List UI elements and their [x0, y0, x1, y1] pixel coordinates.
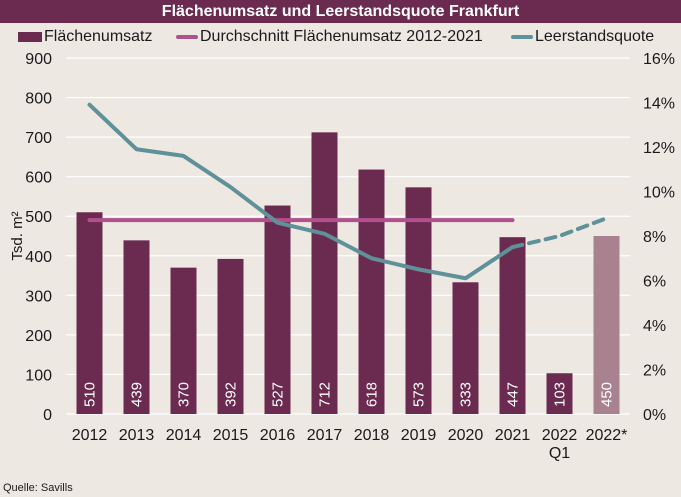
bar-data-label: 618 [364, 382, 381, 407]
y2-tick-label: 16% [643, 51, 675, 68]
y-tick-label: 500 [25, 209, 52, 226]
y-tick-label: 200 [25, 328, 52, 345]
bar [170, 267, 197, 414]
bar-data-label: 392 [223, 382, 240, 407]
x-tick-label: 2022* [586, 427, 628, 444]
bar-data-label: 333 [458, 382, 475, 407]
x-tick-label: 2012 [72, 427, 108, 444]
bar [358, 169, 385, 414]
bar [264, 205, 291, 414]
x-tick-label: 2017 [307, 427, 343, 444]
legend-item-durchschnitt: Durchschnitt Flächenumsatz 2012-2021 [176, 26, 483, 48]
legend-label: Flächenumsatz [44, 28, 153, 45]
bar [593, 236, 620, 414]
y-tick-label: 400 [25, 249, 52, 266]
y-tick-label: 600 [25, 170, 52, 187]
x-tick-label: 2019 [401, 427, 437, 444]
x-tick-label: 2015 [213, 427, 249, 444]
bar [546, 373, 573, 414]
vacancy-rate-forecast-line [510, 216, 609, 250]
x-tick-label: 2018 [354, 427, 390, 444]
legend-item-flaechenumsatz: Flächenumsatz [18, 26, 153, 48]
bar [123, 240, 150, 414]
y2-tick-label: 12% [643, 140, 675, 157]
bar [452, 282, 479, 414]
bar [76, 212, 103, 414]
y2-tick-label: 10% [643, 185, 675, 202]
y2-tick-label: 2% [643, 363, 666, 380]
x-tick-label: Q1 [549, 445, 570, 462]
legend-swatch-line [511, 35, 533, 39]
vacancy-rate-line [87, 102, 515, 281]
x-tick-label: 2022 [542, 427, 578, 444]
x-tick-label: 2014 [166, 427, 202, 444]
y2-tick-label: 6% [643, 274, 666, 291]
bar-data-label: 527 [270, 382, 287, 407]
legend-label: Durchschnitt Flächenumsatz 2012-2021 [200, 28, 483, 45]
y2-tick-label: 4% [643, 318, 666, 335]
x-tick-label: 2020 [448, 427, 484, 444]
y-tick-label: 700 [25, 130, 52, 147]
bar [217, 258, 244, 414]
bar-data-label: 573 [411, 382, 428, 407]
bar-data-label: 712 [317, 382, 334, 407]
legend-swatch-line [176, 35, 198, 39]
legend: Flächenumsatz Durchschnitt Flächenumsatz… [0, 26, 681, 48]
legend-item-leerstandsquote: Leerstandsquote [511, 26, 654, 48]
bar [405, 187, 432, 414]
chart-title: Flächenumsatz und Leerstandsquote Frankf… [0, 0, 681, 23]
y2-tick-label: 0% [643, 407, 666, 424]
bar-data-label: 510 [82, 382, 99, 407]
y2-tick-label: 14% [643, 96, 675, 113]
x-tick-label: 2021 [495, 427, 531, 444]
y-axis-label: Tsd. m² [9, 211, 26, 260]
bar [499, 237, 526, 414]
bar [311, 132, 338, 414]
y2-tick-label: 8% [643, 229, 666, 246]
y-tick-label: 800 [25, 91, 52, 108]
bar-data-label: 370 [176, 382, 193, 407]
legend-label: Leerstandsquote [535, 28, 655, 45]
y-tick-label: 100 [25, 367, 52, 384]
bar-data-label: 103 [552, 382, 569, 407]
bar-data-label: 439 [129, 382, 146, 407]
y-tick-label: 300 [25, 288, 52, 305]
bar-data-label: 447 [505, 382, 522, 407]
source-note: Quelle: Savills [3, 482, 73, 494]
x-tick-label: 2013 [119, 427, 155, 444]
bar-data-label: 450 [599, 382, 616, 407]
legend-swatch-bar [18, 32, 42, 42]
y-tick-label: 900 [25, 51, 52, 68]
y-tick-label: 0 [43, 407, 52, 424]
x-tick-label: 2016 [260, 427, 296, 444]
